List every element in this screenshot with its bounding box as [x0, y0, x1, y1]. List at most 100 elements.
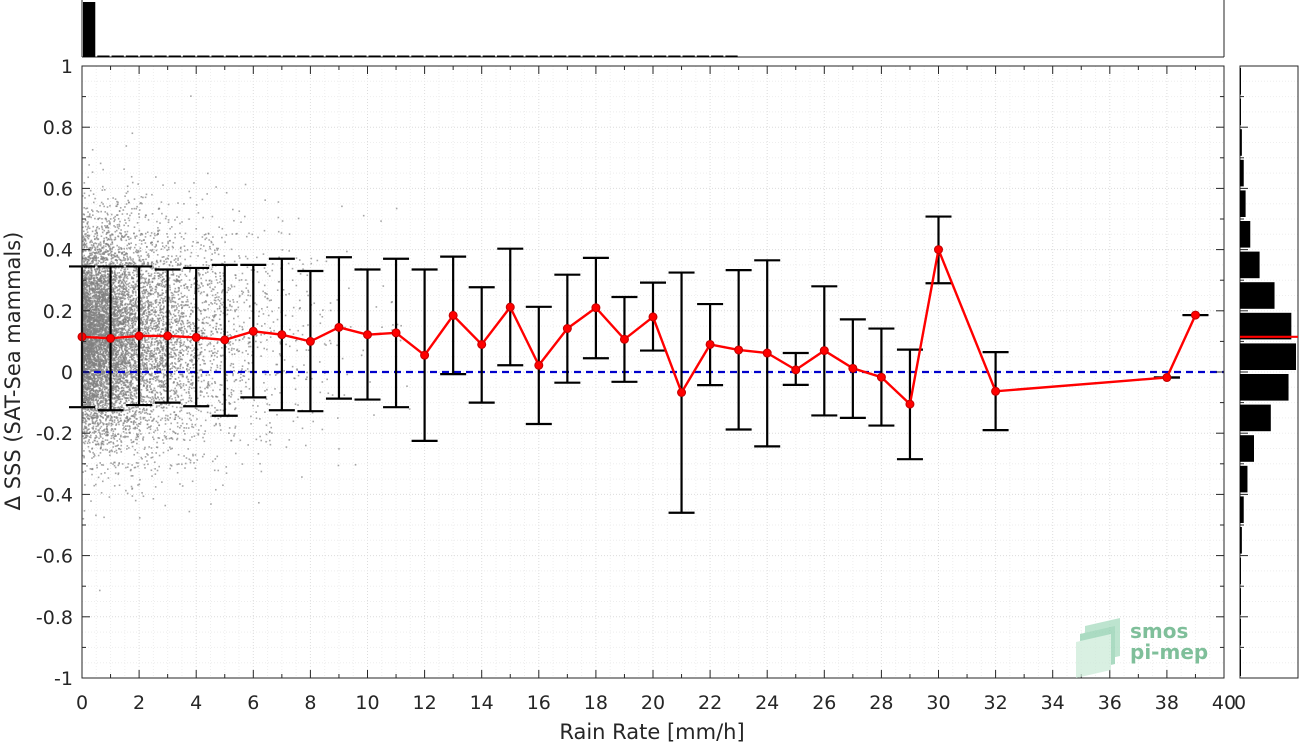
scatter-point [212, 396, 214, 398]
scatter-point [181, 304, 183, 306]
scatter-point [96, 403, 99, 405]
scatter-point [100, 413, 103, 415]
scatter-point [114, 326, 116, 329]
scatter-point [197, 376, 200, 378]
scatter-point [146, 366, 149, 369]
scatter-point [111, 318, 113, 320]
scatter-point [125, 394, 128, 396]
scatter-point [83, 246, 86, 248]
scatter-point [179, 339, 182, 342]
scatter-point [98, 411, 101, 413]
scatter-point [121, 281, 123, 284]
scatter-point [151, 377, 154, 380]
scatter-point [96, 307, 98, 309]
scatter-point [119, 298, 121, 300]
scatter-point [166, 418, 169, 420]
scatter-point [260, 355, 262, 357]
scatter-point [168, 311, 171, 313]
scatter-point [263, 370, 266, 372]
scatter-point [118, 484, 121, 487]
scatter-point [149, 336, 152, 339]
scatter-point [170, 318, 173, 321]
scatter-point [181, 301, 183, 303]
scatter-point [132, 271, 134, 274]
scatter-point [263, 381, 265, 384]
scatter-point [85, 350, 88, 353]
scatter-point [125, 145, 128, 147]
scatter-point [190, 397, 193, 399]
scatter-point [149, 324, 152, 327]
scatter-point [92, 370, 95, 372]
scatter-point [140, 345, 142, 347]
scatter-point [99, 393, 102, 396]
scatter-point [121, 272, 124, 275]
scatter-point [102, 245, 105, 247]
scatter-point [118, 406, 121, 409]
scatter-point [111, 239, 113, 241]
scatter-point [106, 425, 109, 427]
scatter-point [138, 422, 140, 425]
scatter-point [160, 331, 162, 334]
scatter-point [219, 424, 221, 427]
scatter-point [187, 378, 189, 381]
scatter-point [101, 330, 103, 333]
scatter-point [136, 327, 139, 330]
scatter-point [158, 342, 160, 344]
scatter-point [108, 312, 110, 314]
scatter-point [169, 356, 171, 358]
scatter-point [110, 213, 113, 216]
scatter-point [117, 256, 120, 259]
scatter-point [369, 381, 371, 383]
scatter-point [149, 397, 152, 399]
scatter-point [307, 294, 309, 297]
scatter-point [179, 410, 181, 413]
scatter-point [256, 271, 259, 273]
scatter-point [215, 279, 218, 281]
scatter-point [147, 313, 150, 316]
scatter-point [188, 510, 191, 513]
scatter-point [129, 340, 131, 342]
scatter-point [90, 374, 93, 376]
scatter-point [124, 436, 126, 439]
scatter-point [95, 295, 98, 298]
scatter-point [139, 411, 141, 413]
scatter-point [169, 467, 171, 470]
scatter-point [178, 341, 181, 344]
scatter-point [96, 315, 99, 318]
scatter-point [134, 362, 137, 365]
scatter-point [84, 249, 86, 252]
scatter-point [310, 262, 313, 265]
scatter-point [183, 430, 185, 432]
scatter-point [108, 356, 110, 359]
scatter-point [179, 316, 181, 318]
scatter-point [127, 351, 130, 354]
scatter-point [140, 383, 142, 385]
scatter-point [122, 287, 125, 290]
scatter-point [127, 397, 130, 399]
scatter-point [149, 416, 152, 419]
scatter-point [124, 347, 126, 350]
scatter-point [116, 378, 118, 381]
scatter-point [167, 301, 170, 303]
scatter-point [126, 309, 128, 312]
scatter-point [97, 357, 100, 360]
scatter-point [135, 406, 138, 409]
scatter-point [158, 265, 160, 268]
scatter-point [88, 351, 90, 354]
scatter-point [123, 254, 125, 256]
scatter-point [277, 307, 280, 309]
scatter-point [210, 240, 213, 243]
scatter-point [116, 244, 118, 247]
scatter-point [150, 305, 153, 307]
scatter-point [129, 469, 132, 472]
scatter-point [285, 293, 287, 296]
scatter-point [169, 448, 172, 450]
scatter-point [122, 293, 125, 296]
scatter-point [221, 303, 223, 306]
scatter-point [110, 441, 112, 443]
scatter-point [125, 280, 128, 283]
scatter-point [122, 333, 125, 335]
scatter-point [112, 442, 115, 445]
scatter-point [159, 354, 161, 357]
scatter-point [172, 331, 175, 334]
